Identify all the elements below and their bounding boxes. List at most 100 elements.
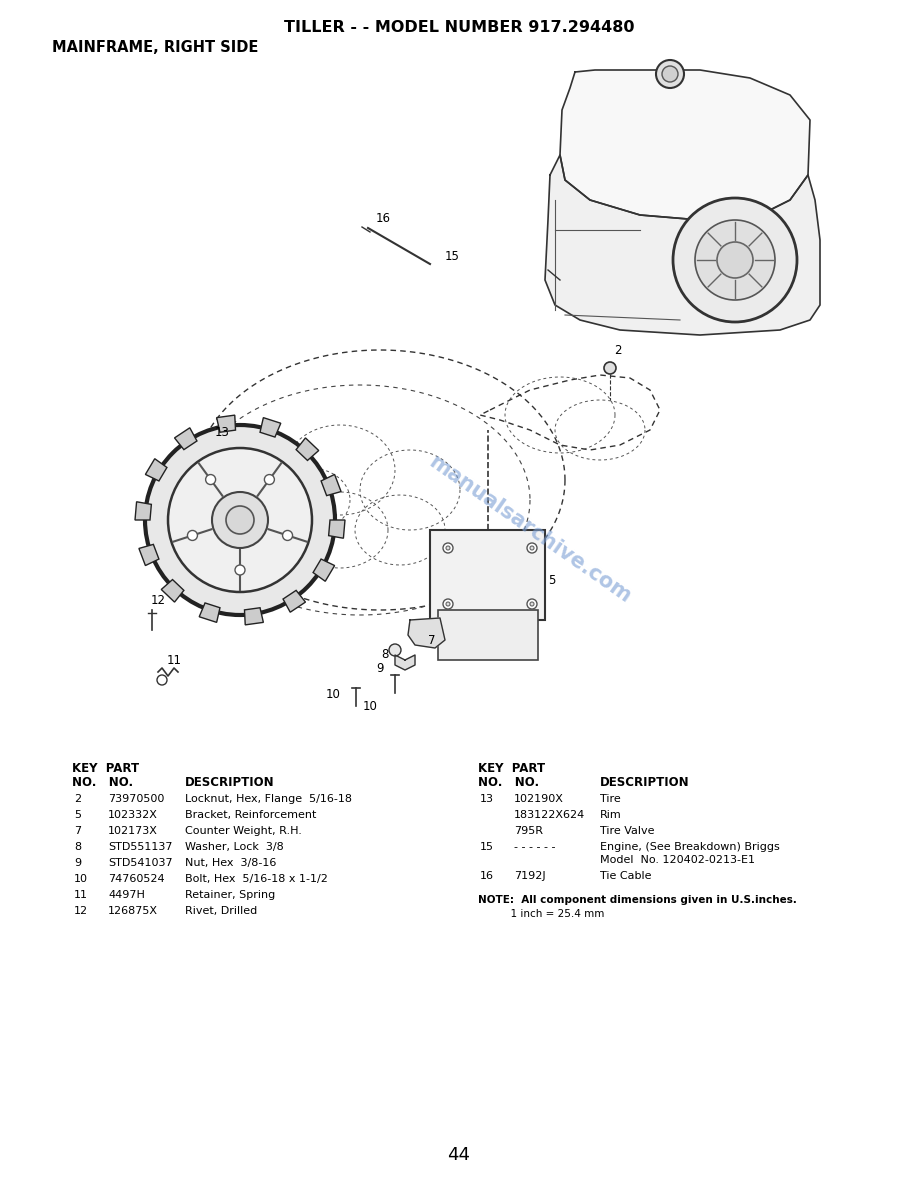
Text: 15: 15: [480, 842, 494, 852]
Polygon shape: [313, 560, 334, 581]
Circle shape: [446, 546, 450, 550]
Text: 12: 12: [151, 594, 165, 607]
Text: 5: 5: [548, 574, 555, 587]
Circle shape: [226, 506, 254, 533]
Text: 102173X: 102173X: [108, 826, 158, 836]
Polygon shape: [395, 655, 415, 670]
Polygon shape: [297, 438, 319, 461]
Text: 9: 9: [74, 858, 81, 868]
Text: 12: 12: [74, 906, 88, 916]
Circle shape: [168, 448, 312, 592]
Circle shape: [389, 644, 401, 656]
Text: 10: 10: [363, 700, 377, 713]
Circle shape: [662, 67, 678, 82]
Text: TILLER - - MODEL NUMBER 917.294480: TILLER - - MODEL NUMBER 917.294480: [284, 20, 634, 36]
Text: Engine, (See Breakdown) Briggs: Engine, (See Breakdown) Briggs: [600, 842, 779, 852]
Text: 795R: 795R: [514, 826, 543, 836]
Text: 16: 16: [375, 211, 390, 225]
Text: MAINFRAME, RIGHT SIDE: MAINFRAME, RIGHT SIDE: [52, 40, 258, 56]
Text: Tie Cable: Tie Cable: [600, 871, 652, 881]
Circle shape: [527, 543, 537, 552]
Text: 4497H: 4497H: [108, 890, 145, 901]
Text: Rim: Rim: [600, 810, 621, 820]
Polygon shape: [560, 70, 810, 220]
Bar: [438, 609, 538, 661]
Text: KEY  PART: KEY PART: [72, 762, 140, 775]
Text: 1 inch = 25.4 mm: 1 inch = 25.4 mm: [478, 909, 604, 920]
Circle shape: [446, 602, 450, 606]
Text: 8: 8: [381, 649, 388, 662]
Text: Locknut, Hex, Flange  5/16-18: Locknut, Hex, Flange 5/16-18: [185, 794, 352, 804]
Polygon shape: [199, 604, 220, 623]
Circle shape: [443, 543, 453, 552]
Text: 11: 11: [74, 890, 88, 901]
Text: Washer, Lock  3/8: Washer, Lock 3/8: [185, 842, 284, 852]
Circle shape: [187, 531, 197, 541]
Text: 126875X: 126875X: [108, 906, 158, 916]
Circle shape: [527, 599, 537, 609]
Polygon shape: [321, 474, 341, 495]
Text: 10: 10: [326, 688, 341, 701]
Text: 15: 15: [444, 251, 459, 264]
Text: Tire: Tire: [600, 794, 621, 804]
Text: 102190X: 102190X: [514, 794, 564, 804]
Text: 73970500: 73970500: [108, 794, 164, 804]
Text: 7192J: 7192J: [514, 871, 545, 881]
Text: 183122X624: 183122X624: [514, 810, 586, 820]
Text: NOTE:  All component dimensions given in U.S.inches.: NOTE: All component dimensions given in …: [478, 895, 797, 905]
Text: 44: 44: [447, 1146, 471, 1164]
Circle shape: [604, 362, 616, 374]
Circle shape: [695, 220, 775, 301]
Circle shape: [235, 565, 245, 575]
Circle shape: [717, 242, 753, 278]
Circle shape: [264, 474, 274, 485]
Text: manualsarchive.com: manualsarchive.com: [425, 453, 635, 607]
Polygon shape: [145, 459, 167, 481]
Text: STD541037: STD541037: [108, 858, 173, 868]
Text: 5: 5: [74, 810, 81, 820]
Polygon shape: [174, 428, 197, 449]
Text: Model  No. 120402-0213-E1: Model No. 120402-0213-E1: [600, 855, 755, 865]
Text: 16: 16: [480, 871, 494, 881]
Polygon shape: [260, 418, 281, 437]
Circle shape: [443, 599, 453, 609]
Text: NO.   NO.: NO. NO.: [72, 776, 133, 789]
Polygon shape: [217, 415, 236, 432]
Text: DESCRIPTION: DESCRIPTION: [185, 776, 274, 789]
Circle shape: [530, 602, 534, 606]
Circle shape: [673, 198, 797, 322]
Text: Nut, Hex  3/8-16: Nut, Hex 3/8-16: [185, 858, 276, 868]
Polygon shape: [162, 580, 184, 602]
Text: 9: 9: [376, 662, 384, 675]
Text: 8: 8: [74, 842, 81, 852]
Text: Bracket, Reinforcement: Bracket, Reinforcement: [185, 810, 317, 820]
Text: Rivet, Drilled: Rivet, Drilled: [185, 906, 257, 916]
Circle shape: [530, 546, 534, 550]
Polygon shape: [329, 520, 345, 538]
Text: 2: 2: [614, 343, 621, 356]
Text: 2: 2: [74, 794, 81, 804]
Text: STD551137: STD551137: [108, 842, 173, 852]
Text: - - - - - -: - - - - - -: [514, 842, 555, 852]
Text: 13: 13: [215, 425, 230, 438]
Text: 11: 11: [166, 653, 182, 666]
Circle shape: [212, 492, 268, 548]
Circle shape: [145, 425, 335, 615]
Polygon shape: [283, 590, 306, 612]
Polygon shape: [545, 154, 820, 335]
Text: 7: 7: [74, 826, 81, 836]
Polygon shape: [244, 608, 263, 625]
Text: Tire Valve: Tire Valve: [600, 826, 655, 836]
Text: KEY  PART: KEY PART: [478, 762, 545, 775]
Bar: [430, 530, 545, 620]
Text: 13: 13: [480, 794, 494, 804]
Text: NO.   NO.: NO. NO.: [478, 776, 539, 789]
Text: 7: 7: [429, 633, 436, 646]
Text: 10: 10: [74, 874, 88, 884]
Text: 102332X: 102332X: [108, 810, 158, 820]
Text: Bolt, Hex  5/16-18 x 1-1/2: Bolt, Hex 5/16-18 x 1-1/2: [185, 874, 328, 884]
Circle shape: [206, 474, 216, 485]
Circle shape: [656, 61, 684, 88]
Polygon shape: [139, 544, 159, 565]
Text: Counter Weight, R.H.: Counter Weight, R.H.: [185, 826, 302, 836]
